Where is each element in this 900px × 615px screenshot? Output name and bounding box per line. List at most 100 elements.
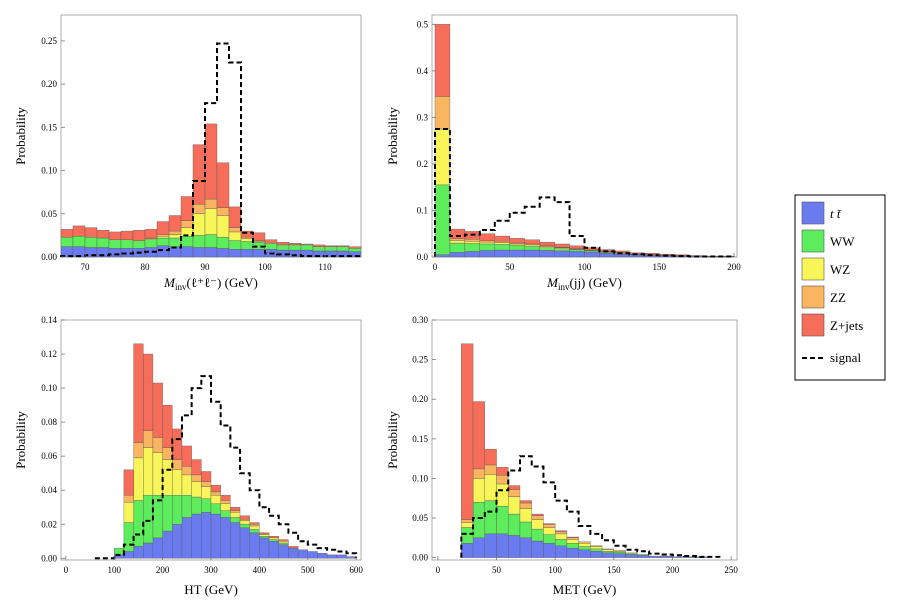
ht-bar-zjets-20 — [288, 546, 299, 549]
ht-bar-zz-12 — [210, 491, 221, 496]
minv-ll-bar-tt-4 — [108, 248, 122, 258]
legend-item-wz: WZ — [801, 257, 850, 281]
minv-ll-bar-ww-17 — [264, 242, 278, 250]
minv-ll-bar-zjets-20 — [300, 243, 314, 246]
met-bar-wz-4 — [508, 496, 521, 515]
minv-ll-bar-ww-5 — [120, 239, 134, 249]
met-bar-tt-10 — [578, 549, 591, 558]
met-bar-tt-14 — [625, 554, 638, 558]
ht-bar-zjets-16 — [249, 522, 260, 525]
legend-swatch-zjets — [801, 313, 825, 337]
legend-item-signal: signal — [802, 350, 861, 365]
met-bar-tt-15 — [637, 555, 650, 558]
minv-ll-bar-zjets-12 — [204, 123, 218, 200]
met-bar-zjets-3 — [496, 467, 509, 476]
minv-ll-bar-zjets-17 — [264, 239, 278, 244]
ht-bar-ww-16 — [249, 529, 260, 533]
minv-ll-bar-zz-10 — [180, 220, 194, 228]
legend-label-zjets: Z+jets — [830, 318, 863, 333]
met-xtick-label-2: 100 — [548, 565, 562, 575]
minv-ll-bar-zjets-7 — [144, 229, 158, 239]
minv-ll-bar-ww-18 — [276, 244, 290, 251]
ht-bar-wz-10 — [191, 481, 202, 498]
minv-ll-bar-ww-19 — [288, 244, 302, 251]
minv-jj-bar-ww-3 — [479, 243, 495, 251]
minv-jj-bar-tt-11 — [599, 253, 615, 258]
met-bar-ww-13 — [613, 551, 626, 554]
minv-jj-bar-zz-4 — [494, 241, 510, 243]
minv-ll-bar-zjets-9 — [168, 215, 182, 232]
ht-ytick-label-5: 0.10 — [41, 383, 57, 393]
ht-bar-tt-9 — [181, 517, 192, 559]
met-bar-tt-3 — [496, 533, 509, 558]
minv-jj-bar-wz-4 — [494, 242, 510, 245]
minv-ll-signal-line — [60, 42, 362, 258]
minv-ll-bar-ww-8 — [156, 237, 170, 246]
minv-ll-bar-zz-13 — [216, 207, 230, 216]
ht-bar-zjets-18 — [268, 535, 279, 539]
minv-ll-bar-ww-24 — [348, 248, 362, 252]
ht-bar-tt-25 — [336, 554, 347, 559]
ht-bar-ww-18 — [268, 539, 279, 542]
minv-ll-bar-zjets-18 — [276, 242, 290, 246]
minv-ll-bar-wz-12 — [204, 208, 218, 235]
ht-bar-tt-21 — [297, 549, 308, 559]
minv-ll-bar-tt-14 — [228, 249, 242, 258]
met-bar-tt-2 — [484, 533, 497, 558]
ht-bar-tt-6 — [152, 537, 163, 559]
met-ytick-label-2: 0.10 — [412, 473, 428, 483]
minv-jj-xtick-label-2: 100 — [578, 262, 592, 272]
met-bar-zz-10 — [578, 541, 591, 544]
minv-ll-bar-zjets-10 — [180, 196, 194, 221]
met-bar-wz-10 — [578, 543, 591, 547]
minv-jj-bar-zz-1 — [449, 238, 466, 241]
ht-bar-tt-15 — [239, 527, 250, 559]
ht-bar-zjets-3 — [123, 469, 134, 496]
ht-bar-wz-9 — [181, 474, 192, 496]
panel-minv-jj: 0 50 100 150 200 0.0 0.1 0.2 0.3 0.4 0.5 Probabilit… — [385, 14, 741, 292]
met-bar-zjets-1 — [472, 401, 485, 470]
legend-label-wz: WZ — [830, 262, 850, 277]
ht-bar-zz-10 — [191, 474, 202, 482]
minv-jj-bar-ww-1 — [449, 242, 466, 253]
ht-bar-tt-23 — [317, 553, 328, 559]
legend: t t̄ WW WZ ZZ Z+jets signal — [794, 194, 886, 381]
ht-bar-tt-18 — [268, 541, 279, 559]
minv-ll-bar-ww-6 — [132, 240, 146, 249]
ht-ytick-label-2: 0.04 — [41, 485, 57, 495]
met-bar-tt-8 — [554, 545, 568, 558]
minv-ll-bar-zjets-19 — [288, 242, 302, 246]
ht-bar-tt-26 — [346, 556, 357, 559]
met-bar-tt-7 — [543, 543, 556, 558]
minv-jj-bar-wz-0 — [434, 128, 451, 186]
minv-ll-xtick-label-2: 90 — [201, 262, 211, 272]
ht-xtick-label-3: 300 — [204, 565, 218, 575]
ht-bar-ww-9 — [181, 495, 192, 518]
minv-ll-bar-wz-8 — [156, 236, 170, 239]
minv-ll-bar-ww-7 — [144, 239, 158, 248]
met-bar-zjets-4 — [508, 485, 521, 490]
ht-bar-zjets-6 — [152, 382, 163, 438]
minv-ll-bar-ww-2 — [84, 236, 98, 248]
minv-jj-bar-zjets-1 — [449, 228, 466, 240]
minv-ll-bar-zjets-23 — [336, 245, 350, 247]
met-bar-zz-12 — [601, 548, 615, 550]
minv-jj-ytick-label-5: 0.5 — [417, 19, 429, 29]
minv-ll-bar-ww-1 — [72, 236, 86, 247]
ht-bar-wz-3 — [123, 501, 134, 523]
minv-ll-bar-tt-13 — [216, 248, 230, 258]
minv-ll-bar-zjets-0 — [60, 229, 74, 238]
minv-jj-bar-ww-6 — [524, 246, 540, 251]
ht-bar-zz-5 — [143, 430, 154, 448]
minv-ll-bar-ww-23 — [336, 246, 350, 252]
ht-bar-ww-13 — [220, 510, 231, 518]
met-bar-wz-12 — [601, 549, 615, 552]
ht-ytick-label-1: 0.02 — [41, 519, 57, 529]
minv-jj-bar-zjets-0 — [434, 24, 451, 97]
minv-ll-ytick-label-5: 0.25 — [41, 36, 57, 46]
minv-ll-bar-wz-15 — [240, 238, 254, 242]
met-xtick-label-5: 250 — [724, 565, 738, 575]
minv-jj-bar-zjets-5 — [509, 238, 525, 244]
met-bar-zz-9 — [566, 537, 579, 540]
minv-ll-bar-zz-14 — [228, 227, 242, 233]
